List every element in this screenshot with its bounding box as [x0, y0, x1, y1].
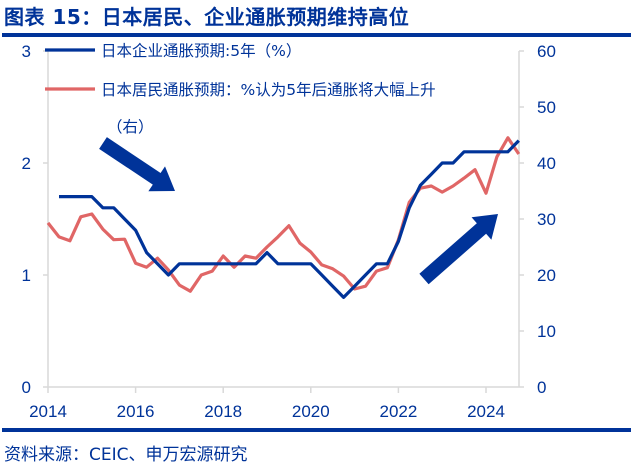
- chart-title: 图表 15：日本居民、企业通胀预期维持高位: [4, 5, 410, 29]
- household-expectation-line: [46, 136, 521, 293]
- x-axis-tick-label: 2020: [292, 402, 330, 421]
- title-divider: [2, 33, 631, 37]
- source-note: 资料来源：CEIC、申万宏源研究: [4, 445, 248, 465]
- x-axis-tick-label: 2022: [379, 402, 417, 421]
- right-axis-tick-label: 0: [537, 378, 546, 397]
- chart-annotations: [99, 137, 498, 285]
- x-axis-tick-label: 2014: [29, 402, 67, 421]
- x-axis-tick-label: 2016: [117, 402, 155, 421]
- down-right-arrow-icon: [99, 137, 176, 192]
- right-axis-tick-label: 30: [537, 210, 556, 229]
- up-right-arrow-icon-shape: [419, 214, 498, 285]
- up-right-arrow-icon: [419, 214, 498, 285]
- x-axis-tick-label: 2018: [204, 402, 242, 421]
- right-axis-tick-label: 20: [537, 266, 556, 285]
- legend-label-corporate: 日本企业通胀预期:5年（%）: [101, 42, 301, 60]
- legend-label-right-axis: （右）: [107, 118, 154, 136]
- left-axis-tick-label: 0: [22, 378, 31, 397]
- corporate-expectation-line: [59, 139, 520, 299]
- right-axis-tick-label: 10: [537, 322, 556, 341]
- right-axis-tick-label: 60: [537, 42, 556, 61]
- chart-legend: 日本企业通胀预期:5年（%） 日本居民通胀预期：%认为5年后通胀将大幅上升 （右）: [45, 42, 436, 136]
- source-divider: [2, 428, 631, 432]
- x-axis-tick-label: 2024: [467, 402, 505, 421]
- legend-label-household: 日本居民通胀预期：%认为5年后通胀将大幅上升: [101, 81, 436, 99]
- left-axis-tick-label: 1: [22, 266, 31, 285]
- chart-series: [46, 136, 521, 299]
- left-axis-tick-label: 3: [22, 42, 31, 61]
- down-right-arrow-icon-shape: [99, 137, 176, 192]
- right-axis-tick-label: 50: [537, 98, 556, 117]
- right-axis-tick-label: 40: [537, 154, 556, 173]
- left-axis-tick-label: 2: [22, 154, 31, 173]
